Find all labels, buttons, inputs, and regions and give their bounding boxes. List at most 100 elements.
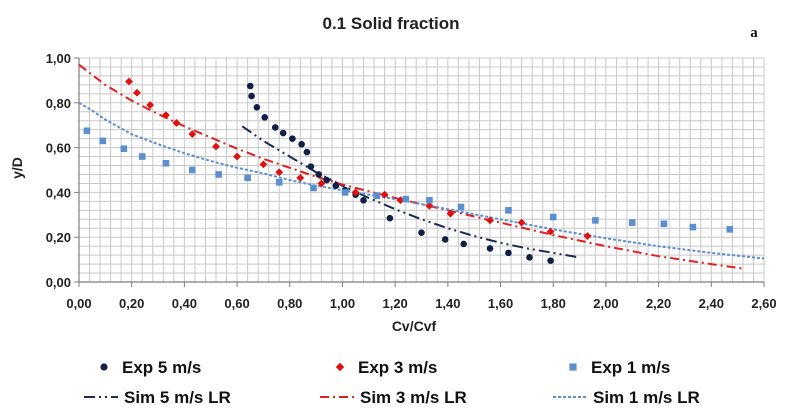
data-point-exp-5-m-s (360, 196, 367, 204)
data-point-exp-3-m-s (380, 190, 389, 199)
data-point-exp-5-m-s (441, 236, 449, 243)
data-point-exp-3-m-s (125, 77, 133, 86)
legend-marker-exp-5-m-s (100, 363, 108, 371)
data-point-exp-5-m-s (246, 82, 254, 90)
data-point-exp-5-m-s (248, 92, 255, 100)
data-point-exp-5-m-s (526, 254, 533, 261)
data-point-exp-5-m-s (307, 163, 315, 170)
x-tick-label: 0,80 (277, 296, 302, 311)
data-point-exp-1-m-s (120, 145, 128, 153)
legend-label-exp-1-m-s: Exp 1 m/s (591, 358, 670, 377)
data-point-exp-3-m-s (188, 130, 197, 139)
legend-marker-exp-3-m-s (335, 362, 345, 372)
data-point-exp-1-m-s (689, 223, 697, 231)
data-point-exp-3-m-s (172, 119, 181, 127)
x-tick-label: 2,20 (646, 296, 671, 311)
y-tick-label: 0,40 (46, 185, 71, 200)
legend-label-sim-1-m-s-lr: Sim 1 m/s LR (593, 388, 700, 407)
series-layer (78, 63, 765, 270)
y-tick-label: 0,00 (46, 275, 71, 290)
data-point-exp-5-m-s (289, 135, 296, 142)
x-tick-label: 1,40 (435, 296, 460, 311)
data-point-exp-3-m-s (146, 101, 155, 109)
y-tick-labels: 0,00 0,20 0,40 0,60 0,80 1,00 (46, 51, 79, 290)
data-point-exp-1-m-s (426, 196, 433, 204)
x-tick-label: 2,40 (699, 296, 724, 311)
data-point-exp-3-m-s (517, 218, 526, 227)
data-point-exp-1-m-s (244, 174, 251, 182)
data-point-exp-1-m-s (99, 137, 107, 145)
x-tick-label: 0,00 (66, 296, 91, 311)
data-point-exp-1-m-s (726, 226, 734, 233)
data-point-exp-5-m-s (547, 257, 554, 265)
data-point-exp-5-m-s (303, 148, 311, 156)
legend-label-exp-5-m-s: Exp 5 m/s (122, 358, 201, 377)
data-point-exp-3-m-s (396, 196, 405, 205)
data-point-exp-5-m-s (386, 214, 394, 222)
x-tick-label: 0,20 (119, 296, 144, 311)
data-point-exp-3-m-s (233, 152, 241, 161)
grid (78, 57, 765, 283)
data-point-exp-1-m-s (402, 195, 409, 203)
data-point-exp-3-m-s (546, 227, 555, 236)
data-point-exp-5-m-s (261, 114, 269, 121)
x-tick-label: 2,00 (593, 296, 618, 311)
data-point-exp-5-m-s (323, 176, 330, 184)
panel-label: a (750, 25, 758, 41)
series-line-sim-1-m-s-lr (78, 101, 765, 260)
x-tick-label: 2,60 (751, 296, 776, 311)
y-tick-label: 0,80 (46, 96, 71, 111)
series-line-sim-5-m-s-lr (241, 125, 580, 259)
x-tick-label: 1,80 (541, 296, 566, 311)
legend-label-sim-3-m-s-lr: Sim 3 m/s LR (360, 388, 467, 407)
data-point-exp-5-m-s (271, 124, 279, 131)
legend-label-sim-5-m-s-lr: Sim 5 m/s LR (124, 388, 231, 407)
x-axis-label: Cv/Cvf (392, 318, 437, 334)
data-point-exp-5-m-s (486, 245, 494, 252)
y-tick-label: 1,00 (46, 51, 71, 66)
axes (78, 58, 764, 283)
data-point-exp-5-m-s (332, 182, 340, 189)
data-point-exp-3-m-s (162, 111, 170, 120)
x-tick-label: 1,60 (488, 296, 513, 311)
data-point-exp-1-m-s (341, 189, 349, 196)
data-point-exp-1-m-s (188, 166, 196, 174)
data-point-exp-1-m-s (275, 179, 283, 186)
data-point-exp-5-m-s (253, 103, 261, 111)
data-point-exp-1-m-s (138, 153, 146, 160)
y-axis-label: y/D (9, 157, 25, 179)
data-point-exp-3-m-s (351, 188, 360, 197)
data-point-exp-3-m-s (317, 179, 326, 188)
series-line-sim-3-m-s-lr (78, 63, 744, 270)
data-point-exp-3-m-s (446, 209, 455, 218)
data-point-exp-1-m-s (310, 184, 317, 192)
data-point-exp-3-m-s (212, 142, 220, 151)
x-tick-label: 1,20 (382, 296, 407, 311)
y-tick-label: 0,60 (46, 141, 71, 156)
data-point-exp-3-m-s (425, 201, 434, 210)
data-point-exp-5-m-s (315, 171, 323, 178)
data-point-exp-3-m-s (259, 160, 268, 169)
data-point-exp-5-m-s (298, 140, 305, 148)
data-point-exp-1-m-s (660, 220, 668, 228)
x-tick-label: 1,00 (330, 296, 355, 311)
data-point-exp-1-m-s (215, 171, 222, 178)
data-point-exp-1-m-s (628, 219, 636, 226)
data-point-exp-1-m-s (162, 159, 170, 167)
x-tick-labels: 0,00 0,20 0,40 0,60 0,80 1,00 1,20 1,40 1,60 1,80… (66, 282, 777, 311)
data-point-exp-3-m-s (296, 173, 305, 182)
data-point-exp-1-m-s (505, 207, 512, 214)
data-point-exp-3-m-s (275, 168, 284, 177)
data-point-exp-3-m-s (133, 88, 141, 97)
data-point-exp-5-m-s (460, 240, 467, 248)
y-tick-label: 0,20 (46, 230, 71, 245)
data-point-exp-1-m-s (549, 213, 557, 221)
x-tick-label: 0,60 (224, 296, 249, 311)
data-point-exp-3-m-s (583, 232, 592, 240)
data-point-exp-5-m-s (279, 129, 287, 137)
data-point-exp-5-m-s (418, 229, 425, 237)
legend: Exp 5 m/s Exp 3 m/s Exp 1 m/s Sim 5 m/s LR S… (84, 358, 700, 407)
chart-title: 0.1 Solid fraction (323, 14, 460, 33)
data-point-exp-1-m-s (592, 217, 599, 224)
